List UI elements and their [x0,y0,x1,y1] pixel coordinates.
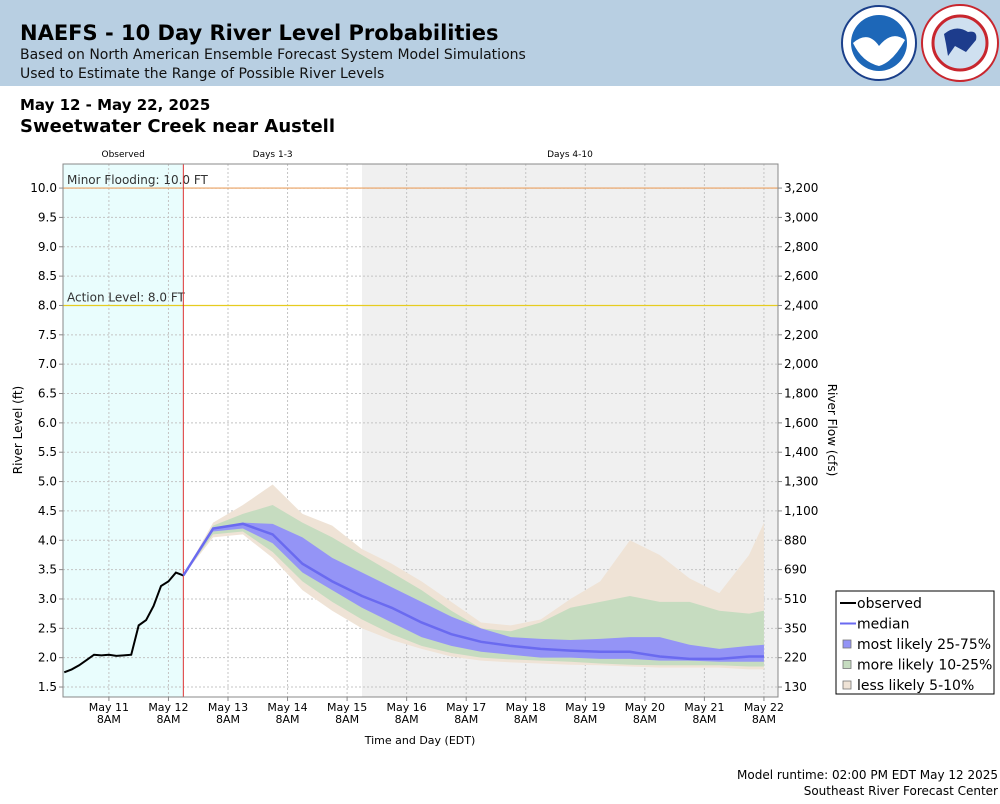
legend-label: less likely 5-10% [857,678,974,694]
chart-subtitle: May 12 - May 22, 2025 [20,96,210,114]
y2-tick-label: 1,300 [784,475,818,489]
y2-tick-label: 130 [784,680,807,694]
y2-tick-label: 2,600 [784,269,818,283]
x-tick-label: May 20 [625,701,665,714]
period-label: Observed [102,150,145,160]
nws-logo [921,4,999,82]
legend-box [835,590,995,695]
chart-title: Sweetwater Creek near Austell [20,116,335,137]
legend-swatch [842,660,852,669]
legend-label: more likely 10-25% [857,658,992,674]
x-tick-label: 8AM [395,713,419,726]
y-tick-label: 6.0 [38,416,57,430]
y-tick-label: 8.5 [38,269,57,283]
x-tick-label: 8AM [335,713,359,726]
footer-center: Southeast River Forecast Center [804,784,998,798]
y2-tick-label: 690 [784,563,807,577]
period-region [183,164,362,697]
y2-tick-label: 2,000 [784,357,818,371]
y-tick-label: 9.0 [38,240,57,254]
period-label: Days 4-10 [547,150,593,160]
period-region [63,164,184,697]
header-band [0,0,1000,86]
x-tick-label: May 14 [267,701,307,714]
period-label: Days 1-3 [253,150,293,160]
x-tick-label: May 17 [446,701,486,714]
x-tick-label: 8AM [156,713,180,726]
y2-axis-label: River Flow (cfs) [825,384,839,477]
legend-label: median [857,617,909,633]
x-tick-label: May 15 [327,701,367,714]
probability-band [183,522,764,662]
series-line [63,571,184,674]
y2-tick-label: 350 [784,621,807,635]
x-tick-label: 8AM [97,713,121,726]
header-title: NAEFS - 10 Day River Level Probabilities [20,21,499,45]
legend-swatch [842,680,852,690]
threshold-label: Minor Flooding: 10.0 FT [67,173,209,187]
y-tick-label: 8.0 [38,298,57,312]
x-tick-label: May 21 [684,701,724,714]
y2-tick-label: 3,000 [784,210,818,224]
y-tick-label: 7.0 [38,357,57,371]
y-tick-label: 10.0 [30,181,57,195]
x-tick-label: May 22 [744,701,784,714]
y-tick-label: 7.5 [38,328,57,342]
x-axis-label: Time and Day (EDT) [364,734,476,747]
y2-tick-label: 1,600 [784,416,818,430]
y-tick-label: 5.0 [38,475,57,489]
probability-band [183,505,764,667]
y2-tick-label: 220 [784,651,807,665]
x-tick-label: May 18 [506,701,546,714]
x-tick-label: 8AM [692,713,716,726]
y-tick-label: 4.0 [38,533,57,547]
plot-frame [62,163,779,698]
y2-tick-label: 2,200 [784,328,818,342]
y2-tick-label: 1,400 [784,445,818,459]
x-tick-label: May 11 [89,701,129,714]
y2-tick-label: 2,800 [784,240,818,254]
x-tick-label: 8AM [633,713,657,726]
y-tick-label: 9.5 [38,210,57,224]
y-tick-label: 3.0 [38,592,57,606]
legend-label: observed [857,596,922,612]
threshold-label: Action Level: 8.0 FT [67,290,186,304]
y-tick-label: 1.5 [38,680,57,694]
y-tick-label: 5.5 [38,445,57,459]
x-tick-label: May 16 [387,701,427,714]
series-line [182,522,764,661]
x-tick-label: May 19 [565,701,605,714]
y2-tick-label: 510 [784,592,807,606]
y2-tick-label: 1,100 [784,504,818,518]
legend-label: most likely 25-75% [857,637,991,653]
y2-tick-label: 3,200 [784,181,818,195]
y-axis-label: River Level (ft) [11,386,25,474]
x-tick-label: 8AM [276,713,300,726]
legend-swatch [842,639,852,649]
noaa-logo [841,5,917,81]
y-tick-label: 6.5 [38,387,57,401]
x-tick-label: May 13 [208,701,248,714]
x-tick-label: May 12 [148,701,188,714]
y-tick-label: 4.5 [38,504,57,518]
x-tick-label: 8AM [752,713,776,726]
y2-tick-label: 1,800 [784,387,818,401]
x-tick-label: 8AM [216,713,240,726]
x-tick-label: 8AM [514,713,538,726]
header-subtitle: Based on North American Ensemble Forecas… [20,47,526,63]
y2-tick-label: 880 [784,533,807,547]
footer-runtime: Model runtime: 02:00 PM EDT May 12 2025 [737,768,998,782]
x-tick-label: 8AM [573,713,597,726]
y-tick-label: 2.5 [38,621,57,635]
y-tick-label: 3.5 [38,563,57,577]
y2-tick-label: 2,400 [784,298,818,312]
x-tick-label: 8AM [454,713,478,726]
header-subtitle: Used to Estimate the Range of Possible R… [20,66,384,82]
y-tick-label: 2.0 [38,651,57,665]
